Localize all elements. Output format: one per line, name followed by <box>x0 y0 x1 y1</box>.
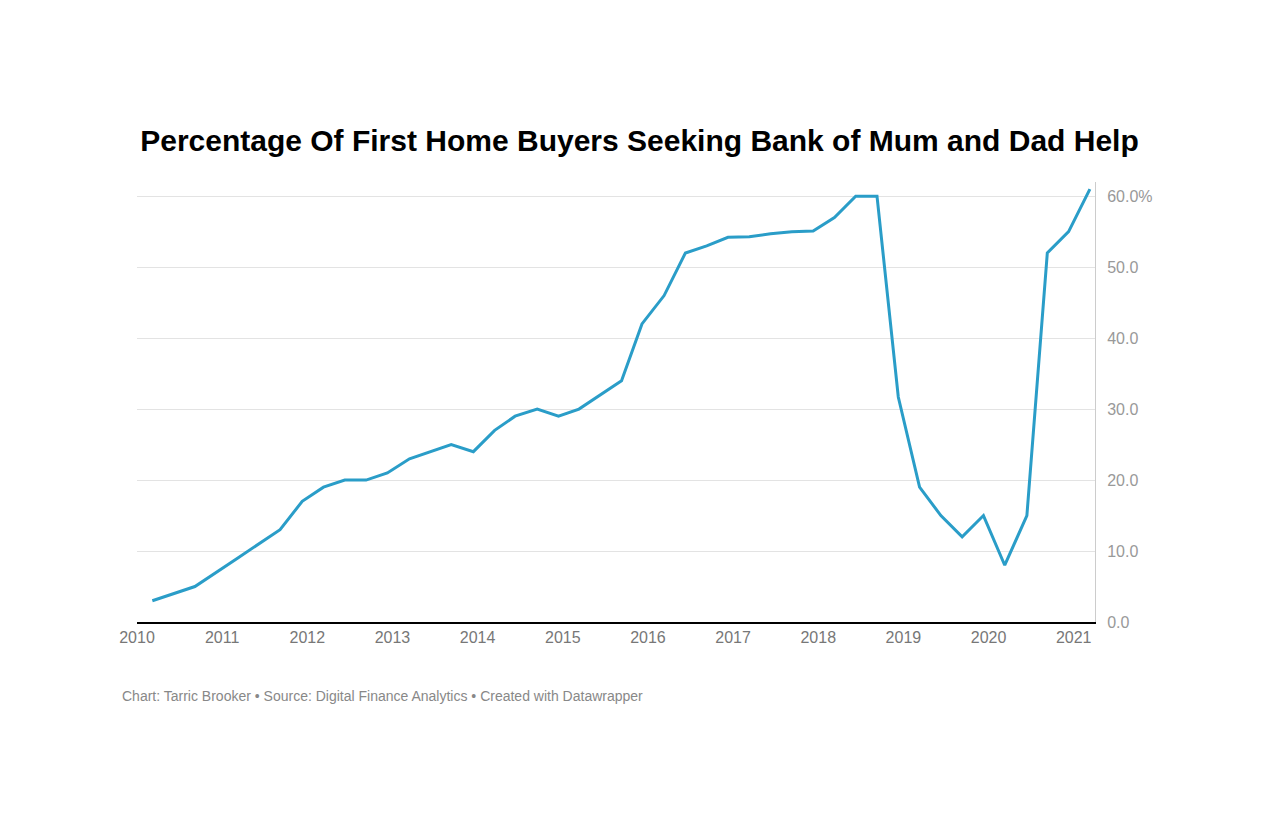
svg-text:50.0: 50.0 <box>1107 259 1138 276</box>
svg-text:2018: 2018 <box>800 629 836 646</box>
svg-text:2014: 2014 <box>460 629 496 646</box>
svg-text:2020: 2020 <box>971 629 1007 646</box>
svg-text:30.0: 30.0 <box>1107 401 1138 418</box>
svg-text:2012: 2012 <box>290 629 326 646</box>
svg-text:2010: 2010 <box>119 629 155 646</box>
svg-text:20.0: 20.0 <box>1107 472 1138 489</box>
svg-text:10.0: 10.0 <box>1107 543 1138 560</box>
svg-text:2016: 2016 <box>630 629 666 646</box>
svg-text:2015: 2015 <box>545 629 581 646</box>
svg-text:40.0: 40.0 <box>1107 330 1138 347</box>
svg-text:Percentage Of First Home Buyer: Percentage Of First Home Buyers Seeking … <box>140 124 1139 157</box>
svg-text:2017: 2017 <box>715 629 751 646</box>
svg-text:2011: 2011 <box>205 629 240 646</box>
svg-text:2019: 2019 <box>886 629 922 646</box>
svg-text:0.0: 0.0 <box>1107 614 1129 631</box>
svg-text:2013: 2013 <box>375 629 411 646</box>
svg-text:2021: 2021 <box>1056 629 1092 646</box>
svg-text:Chart: Tarric Brooker • Source: Chart: Tarric Brooker • Source: Digital … <box>122 688 643 704</box>
svg-text:60.0%: 60.0% <box>1107 188 1152 205</box>
